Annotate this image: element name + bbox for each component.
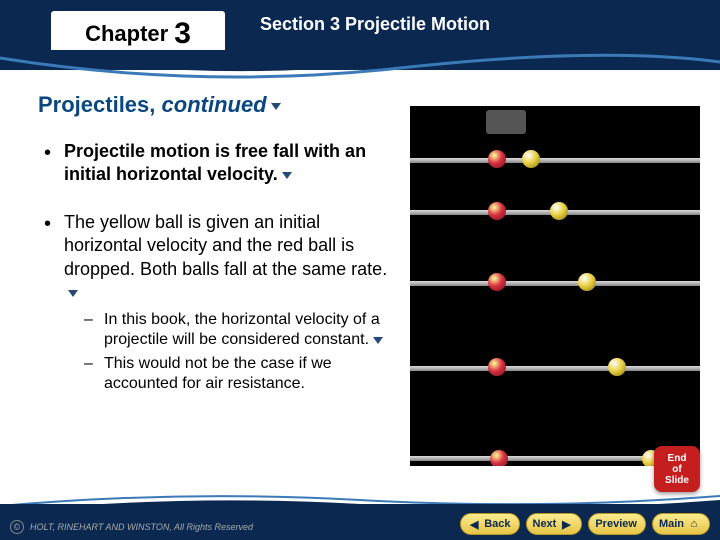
- expand-marker-icon: [68, 290, 78, 297]
- sub-item: In this book, the horizontal velocity of…: [84, 310, 398, 350]
- bullet-plain: The yellow ball is given an initial hori…: [64, 212, 387, 279]
- red-ball: [488, 150, 506, 168]
- copyright-text: HOLT, RINEHART AND WINSTON, All Rights R…: [30, 522, 253, 532]
- main-label: Main: [659, 518, 684, 530]
- red-ball: [488, 358, 506, 376]
- slide-footer: © HOLT, RINEHART AND WINSTON, All Rights…: [0, 504, 720, 540]
- end-l2: of: [654, 464, 700, 475]
- time-stripe: [410, 366, 700, 371]
- yellow-ball: [608, 358, 626, 376]
- expand-marker-icon: [271, 103, 281, 110]
- bullet-item: The yellow ball is given an initial hori…: [38, 211, 398, 395]
- red-ball: [490, 450, 508, 466]
- section-title: Section 3 Projectile Motion: [260, 14, 490, 35]
- main-button[interactable]: Main⌂: [652, 513, 710, 535]
- slide-content: Projectiles, continued Projectile motion…: [38, 92, 398, 418]
- next-label: Next: [533, 518, 557, 530]
- next-button[interactable]: Next▶: [526, 513, 583, 535]
- chapter-label: Chapter: [85, 21, 168, 47]
- time-stripe: [410, 281, 700, 286]
- expand-marker-icon: [282, 172, 292, 179]
- back-icon: ◀: [467, 517, 481, 531]
- title-italic: continued: [162, 92, 267, 117]
- end-of-slide-badge[interactable]: End of Slide: [654, 446, 700, 492]
- end-l1: End: [654, 453, 700, 464]
- sub-item: This would not be the case if we account…: [84, 354, 398, 394]
- copyright-icon: ©: [10, 520, 24, 534]
- expand-marker-icon: [373, 337, 383, 344]
- red-ball: [488, 273, 506, 291]
- slide-title: Projectiles, continued: [38, 92, 398, 118]
- time-stripe: [410, 158, 700, 163]
- preview-label: Preview: [595, 518, 637, 530]
- bullet-item: Projectile motion is free fall with an i…: [38, 140, 398, 187]
- projectile-diagram: [410, 106, 700, 466]
- chapter-number: 3: [174, 17, 191, 51]
- title-prefix: Projectiles,: [38, 92, 162, 117]
- preview-button[interactable]: Preview: [588, 513, 646, 535]
- yellow-ball: [522, 150, 540, 168]
- yellow-ball: [578, 273, 596, 291]
- back-button[interactable]: ◀Back: [460, 513, 519, 535]
- nav-buttons: ◀Back Next▶ Preview Main⌂: [460, 513, 710, 535]
- end-l3: Slide: [654, 475, 700, 486]
- sub-text: This would not be the case if we account…: [104, 355, 332, 392]
- bullet-bold: Projectile motion is free fall with an i…: [64, 141, 366, 184]
- header-curve: [0, 50, 720, 90]
- next-icon: ▶: [559, 517, 573, 531]
- back-label: Back: [484, 518, 510, 530]
- main-icon: ⌂: [687, 517, 701, 531]
- sub-text: In this book, the horizontal velocity of…: [104, 311, 380, 348]
- red-ball: [488, 202, 506, 220]
- bullet-list: Projectile motion is free fall with an i…: [38, 140, 398, 394]
- sub-list: In this book, the horizontal velocity of…: [84, 310, 398, 394]
- yellow-ball: [550, 202, 568, 220]
- copyright: © HOLT, RINEHART AND WINSTON, All Rights…: [10, 520, 253, 534]
- launcher-shape: [486, 110, 526, 134]
